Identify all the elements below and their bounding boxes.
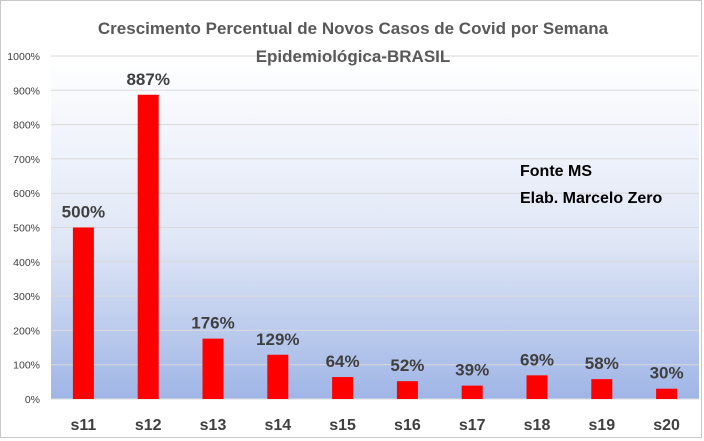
x-tick-label: s13 — [200, 417, 227, 434]
y-tick-label: 500% — [13, 223, 40, 235]
bar — [202, 338, 224, 399]
y-tick-label: 100% — [13, 360, 40, 372]
y-tick-label: 700% — [13, 154, 40, 166]
gridlines — [51, 55, 699, 400]
x-tick-label: s17 — [459, 417, 486, 434]
y-tick-label: 600% — [13, 188, 40, 200]
bar — [332, 377, 354, 399]
x-tick-label: s14 — [264, 417, 291, 434]
bar — [267, 354, 289, 399]
y-tick-label: 200% — [13, 325, 40, 337]
y-tick-label: 400% — [13, 257, 40, 269]
y-tick-label: 0% — [25, 394, 40, 406]
y-tick-label: 1000% — [7, 51, 40, 63]
bars — [72, 94, 678, 399]
data-label: 30% — [650, 364, 684, 383]
x-tick-label: s19 — [588, 417, 615, 434]
data-label: 129% — [256, 330, 299, 349]
data-label: 39% — [455, 361, 489, 380]
data-label: 176% — [191, 314, 234, 333]
bar — [72, 227, 94, 399]
x-tick-label: s16 — [394, 417, 421, 434]
chart-title: Crescimento Percentual de Novos Casos de… — [98, 19, 609, 38]
data-label: 52% — [390, 356, 424, 375]
x-tick-label: s18 — [524, 417, 551, 434]
bar — [461, 385, 483, 399]
data-label: 64% — [326, 352, 360, 371]
bar — [656, 388, 678, 399]
y-tick-label: 900% — [13, 85, 40, 97]
chart-subtitle: Epidemiológica-BRASIL — [256, 47, 451, 66]
data-label: 69% — [520, 350, 554, 369]
x-tick-label: s12 — [135, 417, 162, 434]
y-tick-label: 300% — [13, 291, 40, 303]
bar — [137, 94, 159, 399]
data-label: 58% — [585, 354, 619, 373]
source-note: Fonte MS — [520, 163, 592, 180]
bar — [396, 381, 418, 399]
labels: 0% 100% 200% 300% 400% 500% 600% 700% 800% 900% 10… — [7, 51, 683, 434]
x-tick-label: s20 — [653, 417, 680, 434]
x-tick-label: s15 — [329, 417, 356, 434]
data-label: 500% — [62, 203, 105, 222]
bar — [526, 375, 548, 399]
bar — [591, 379, 613, 399]
x-tick-label: s11 — [70, 417, 96, 434]
y-tick-label: 800% — [13, 120, 40, 132]
author-note: Elab. Marcelo Zero — [520, 190, 662, 207]
data-label: 887% — [126, 70, 169, 89]
